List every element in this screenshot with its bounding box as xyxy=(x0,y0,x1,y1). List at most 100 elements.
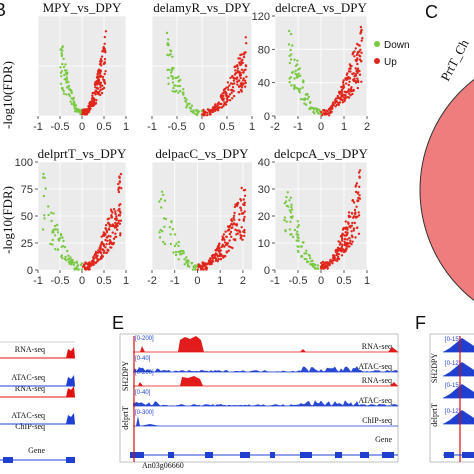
data-point xyxy=(243,188,247,192)
data-point xyxy=(102,86,106,90)
data-point xyxy=(350,86,353,89)
data-point xyxy=(65,76,68,79)
data-point xyxy=(101,78,105,81)
data-point xyxy=(242,79,245,82)
data-point xyxy=(43,214,46,217)
data-point xyxy=(102,244,106,247)
data-point xyxy=(360,80,363,84)
x-tick-label: 0 xyxy=(318,121,324,133)
data-point xyxy=(201,261,204,264)
data-point xyxy=(88,108,92,111)
data-point xyxy=(319,112,322,116)
data-point xyxy=(202,265,205,268)
data-point xyxy=(294,69,297,73)
data-point xyxy=(348,245,351,248)
data-point xyxy=(327,112,330,115)
data-point xyxy=(112,208,116,211)
data-point xyxy=(119,232,122,235)
data-point xyxy=(357,171,361,174)
data-point xyxy=(244,68,247,71)
plot-title: delcpcA_vs_DPY xyxy=(274,146,368,161)
data-point xyxy=(167,38,170,41)
data-point xyxy=(231,89,234,92)
track-signal xyxy=(133,366,398,372)
data-point xyxy=(159,228,162,232)
data-point xyxy=(114,232,117,235)
track-range: [0-200] xyxy=(135,336,154,342)
track-signal xyxy=(133,376,398,386)
data-point xyxy=(49,242,52,246)
data-point xyxy=(181,249,184,253)
data-point xyxy=(240,60,243,63)
y-axis-label-top: -log10(FDR) xyxy=(0,61,15,129)
data-point xyxy=(237,85,241,89)
x-tick-label: 2 xyxy=(240,275,246,287)
data-point xyxy=(158,200,161,203)
data-point xyxy=(190,110,193,113)
data-point xyxy=(243,201,246,204)
data-point xyxy=(185,261,188,264)
data-point xyxy=(320,267,323,270)
data-point xyxy=(354,74,357,78)
data-point xyxy=(86,109,89,112)
data-point xyxy=(242,198,245,201)
data-point xyxy=(221,235,224,238)
data-point xyxy=(290,208,294,211)
data-point xyxy=(53,224,57,228)
data-point xyxy=(170,69,174,72)
data-point xyxy=(103,35,107,39)
data-point xyxy=(62,239,65,243)
data-point xyxy=(99,69,102,72)
data-point xyxy=(216,102,219,106)
data-point xyxy=(214,259,218,262)
gene-exon xyxy=(66,457,75,463)
data-point xyxy=(360,60,363,63)
data-point xyxy=(317,267,320,270)
data-point xyxy=(203,110,207,114)
y-tick-label: 75 xyxy=(21,184,33,196)
data-point xyxy=(115,217,118,220)
gene-exon xyxy=(462,452,474,458)
data-point xyxy=(228,84,231,87)
data-point xyxy=(347,96,351,99)
data-point xyxy=(303,97,307,100)
data-point xyxy=(99,246,102,249)
data-point xyxy=(99,243,103,247)
data-point xyxy=(296,225,299,229)
data-point xyxy=(118,181,122,184)
data-point xyxy=(339,247,342,250)
data-point xyxy=(67,257,70,261)
data-point xyxy=(352,227,356,230)
data-point xyxy=(120,187,123,190)
data-point xyxy=(162,193,165,197)
data-point xyxy=(289,233,292,236)
data-point xyxy=(218,106,222,109)
track-label: RNA-seq xyxy=(15,384,45,393)
data-point xyxy=(104,224,108,227)
data-point xyxy=(97,251,100,254)
data-point xyxy=(109,208,113,211)
panel-e-frame xyxy=(119,333,399,463)
x-tick-label: -0.5 xyxy=(289,275,308,287)
data-point xyxy=(169,233,172,236)
data-point xyxy=(310,260,313,263)
data-point xyxy=(360,39,363,42)
data-point xyxy=(236,83,239,86)
track-label: Gene xyxy=(28,446,45,455)
data-point xyxy=(204,265,207,268)
data-point xyxy=(203,113,206,116)
data-point xyxy=(169,50,173,53)
data-point xyxy=(352,201,356,204)
y-axis-label-bottom: -log10(FDR) xyxy=(0,186,15,254)
data-point xyxy=(230,91,233,95)
data-point xyxy=(236,229,239,232)
data-point xyxy=(317,112,320,115)
data-point xyxy=(348,241,352,245)
data-point xyxy=(347,83,350,87)
data-point xyxy=(51,238,54,242)
data-point xyxy=(293,84,296,87)
panel-label-c: C xyxy=(425,2,438,22)
data-point xyxy=(118,176,121,180)
data-point xyxy=(97,78,100,81)
